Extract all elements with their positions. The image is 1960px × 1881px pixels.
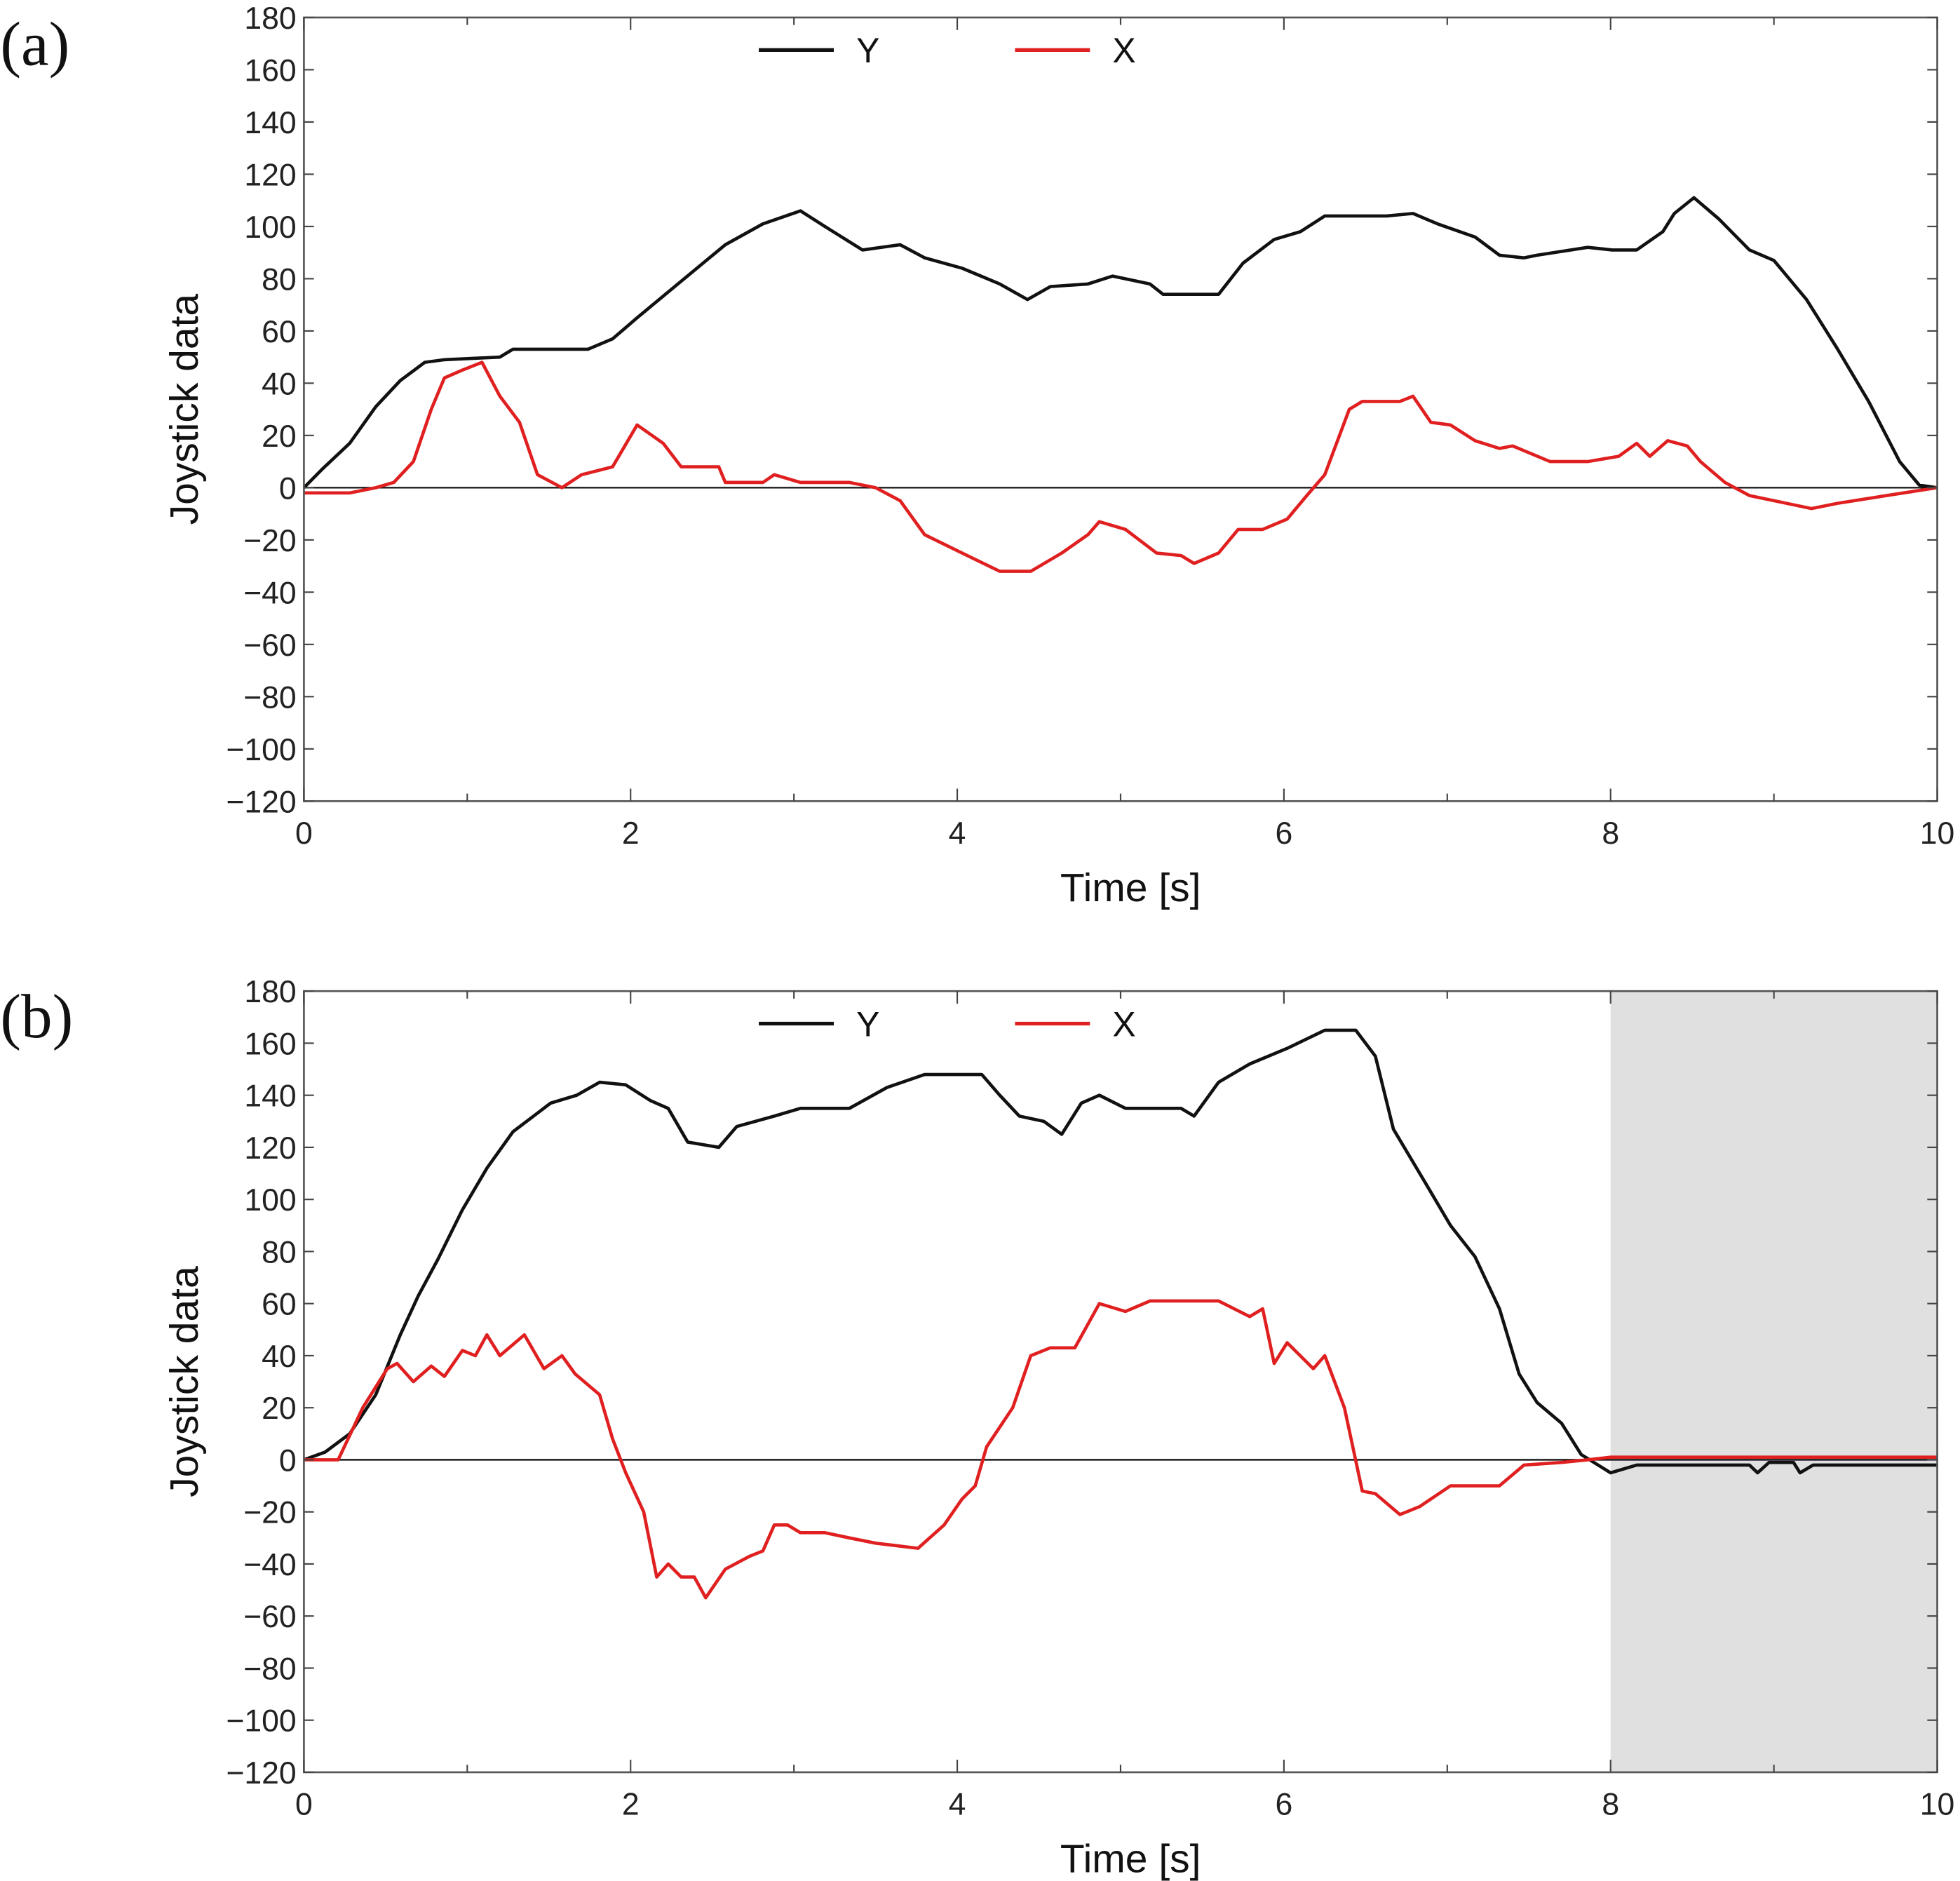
y-tick-label: −120 [226, 1756, 296, 1791]
series-line-y [303, 1028, 1938, 1475]
legend-label-y: Y [856, 1004, 879, 1044]
shaded-region [1610, 991, 1938, 1772]
y-tick-label: 40 [262, 367, 297, 401]
y-tick-label: −100 [226, 733, 296, 767]
y-tick-label: 60 [262, 315, 297, 349]
x-axis-label: Time [s] [1060, 1837, 1201, 1881]
x-tick-label: 6 [1276, 1788, 1293, 1822]
x-axis-label: Time [s] [1060, 865, 1201, 910]
legend-label-x: X [1112, 31, 1135, 70]
chart-panel-b: −120−100−80−60−40−2002040608010012014016… [0, 975, 1954, 1881]
legend-label-x: X [1112, 1004, 1135, 1044]
y-tick-label: −60 [243, 628, 297, 663]
y-tick-label: 60 [262, 1288, 297, 1322]
series-line-x [304, 360, 1938, 573]
x-tick-label: 10 [1920, 816, 1955, 851]
y-tick-label: 100 [244, 210, 296, 245]
x-tick-label: 0 [295, 1788, 313, 1822]
y-axis-label: Joystick data [162, 1266, 207, 1497]
x-tick-label: 4 [949, 1788, 966, 1822]
y-tick-label: 80 [262, 262, 297, 297]
y-tick-label: 40 [262, 1340, 297, 1374]
series-line-y [302, 196, 1938, 490]
y-tick-label: 0 [279, 1443, 297, 1478]
x-tick-label: 8 [1602, 816, 1619, 851]
legend-label-y: Y [856, 31, 879, 70]
y-tick-label: −80 [243, 1652, 297, 1686]
y-tick-label: −120 [226, 785, 296, 819]
y-tick-label: −80 [243, 680, 297, 715]
plot-frame [303, 16, 1938, 802]
x-tick-label: 8 [1602, 1788, 1619, 1822]
y-axis-label: Joystick data [162, 294, 207, 525]
x-tick-label: 2 [622, 1788, 640, 1822]
y-tick-label: 120 [244, 158, 296, 192]
series-line-x [304, 1299, 1938, 1600]
x-tick-label: 4 [949, 816, 966, 851]
x-tick-label: 2 [622, 816, 640, 851]
y-tick-label: −20 [243, 1496, 297, 1530]
y-tick-label: 140 [244, 106, 296, 140]
y-tick-label: 160 [244, 53, 296, 88]
y-tick-label: 0 [279, 471, 297, 506]
y-tick-label: −40 [243, 1548, 297, 1582]
y-tick-label: 160 [244, 1027, 296, 1061]
y-tick-label: 140 [244, 1079, 296, 1114]
chart-panel-a: −120−100−80−60−40−2002040608010012014016… [0, 1, 1954, 910]
y-tick-label: −100 [226, 1704, 296, 1739]
x-tick-label: 0 [295, 816, 313, 851]
y-tick-label: −20 [243, 524, 297, 558]
x-tick-label: 6 [1276, 816, 1293, 851]
y-tick-label: 20 [262, 1391, 297, 1426]
y-tick-label: 120 [244, 1131, 296, 1166]
y-tick-label: 80 [262, 1235, 297, 1269]
y-tick-label: 180 [244, 975, 296, 1009]
y-tick-label: −40 [243, 576, 297, 610]
y-tick-label: 100 [244, 1183, 296, 1218]
panel-label: (b) [0, 983, 73, 1051]
panel-label: (a) [0, 11, 69, 79]
y-tick-label: 180 [244, 1, 296, 36]
x-tick-label: 10 [1920, 1788, 1955, 1822]
y-tick-label: 20 [262, 419, 297, 454]
y-tick-label: −60 [243, 1600, 297, 1634]
